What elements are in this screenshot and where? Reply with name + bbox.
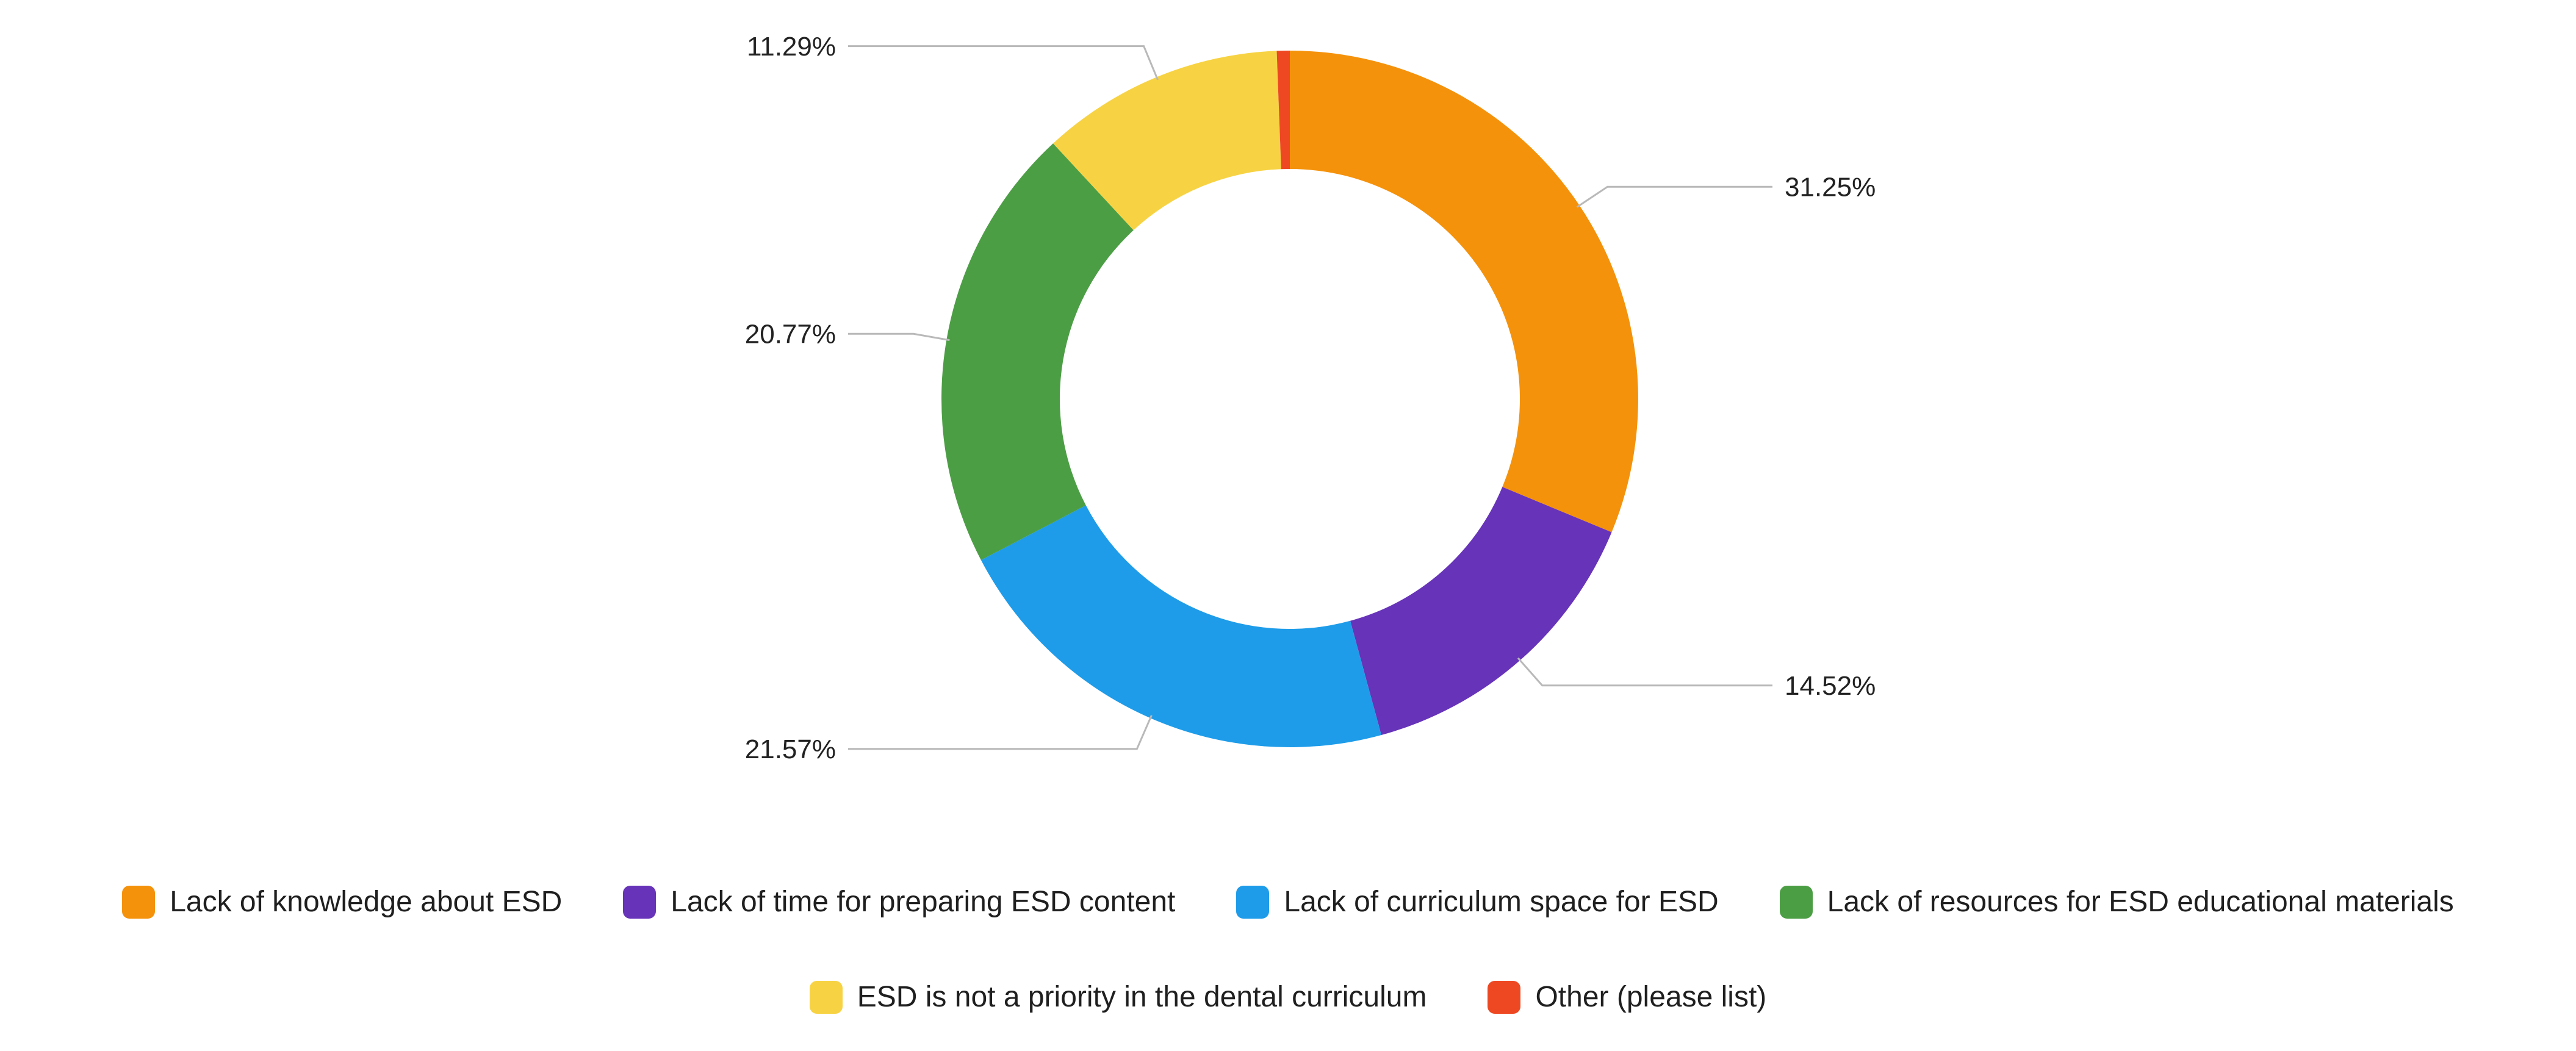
percent-label: 20.77% xyxy=(745,320,836,350)
donut-slice-5[interactable] xyxy=(1053,51,1281,231)
percent-label: 21.57% xyxy=(745,734,836,764)
legend-row-1: Lack of knowledge about ESD Lack of time … xyxy=(0,886,2576,919)
legend-label: Other (please list) xyxy=(1535,980,1767,1013)
legend-label: Lack of resources for ESD educational ma… xyxy=(1827,885,2454,918)
percent-label: 11.29% xyxy=(747,32,836,62)
legend-item: Lack of knowledge about ESD xyxy=(122,886,562,919)
donut-slice-2[interactable] xyxy=(1350,487,1612,735)
label-connector xyxy=(848,332,950,342)
legend-label: ESD is not a priority in the dental curr… xyxy=(857,980,1427,1013)
legend-row-2: ESD is not a priority in the dental curr… xyxy=(0,981,2576,1014)
legend-swatch xyxy=(1236,886,1270,919)
donut-chart: 31.25% 14.52% 21.57% 20.77% 11.29% xyxy=(745,32,1876,764)
donut-slice-1[interactable] xyxy=(1290,51,1638,533)
label-connector xyxy=(848,715,1153,750)
legend-item: Lack of curriculum space for ESD xyxy=(1236,885,1719,919)
legend-item: Lack of time for preparing ESD content xyxy=(623,886,1175,919)
percent-label: 14.52% xyxy=(1785,671,1876,701)
legend-swatch xyxy=(1488,981,1521,1014)
donut-slice-3[interactable] xyxy=(980,505,1381,748)
legend-swatch xyxy=(623,886,657,919)
legend-item: Lack of resources for ESD educational ma… xyxy=(1779,885,2454,919)
legend-item: Other (please list) xyxy=(1488,981,1766,1014)
legend-label: Lack of knowledge about ESD xyxy=(170,885,563,918)
legend-label: Lack of time for preparing ESD content xyxy=(671,885,1176,918)
donut-slice-6[interactable] xyxy=(1276,50,1290,170)
legend-swatch xyxy=(122,886,156,919)
percent-label: 31.25% xyxy=(1785,173,1876,203)
label-connector xyxy=(1517,657,1772,687)
donut-slice-4[interactable] xyxy=(941,143,1134,561)
legend-label: Lack of curriculum space for ESD xyxy=(1284,885,1719,918)
legend-swatch xyxy=(809,981,843,1014)
label-connector xyxy=(1576,185,1772,208)
legend-swatch xyxy=(1779,886,1813,919)
label-connector xyxy=(848,45,1159,81)
legend-item: ESD is not a priority in the dental curr… xyxy=(809,980,1427,1014)
